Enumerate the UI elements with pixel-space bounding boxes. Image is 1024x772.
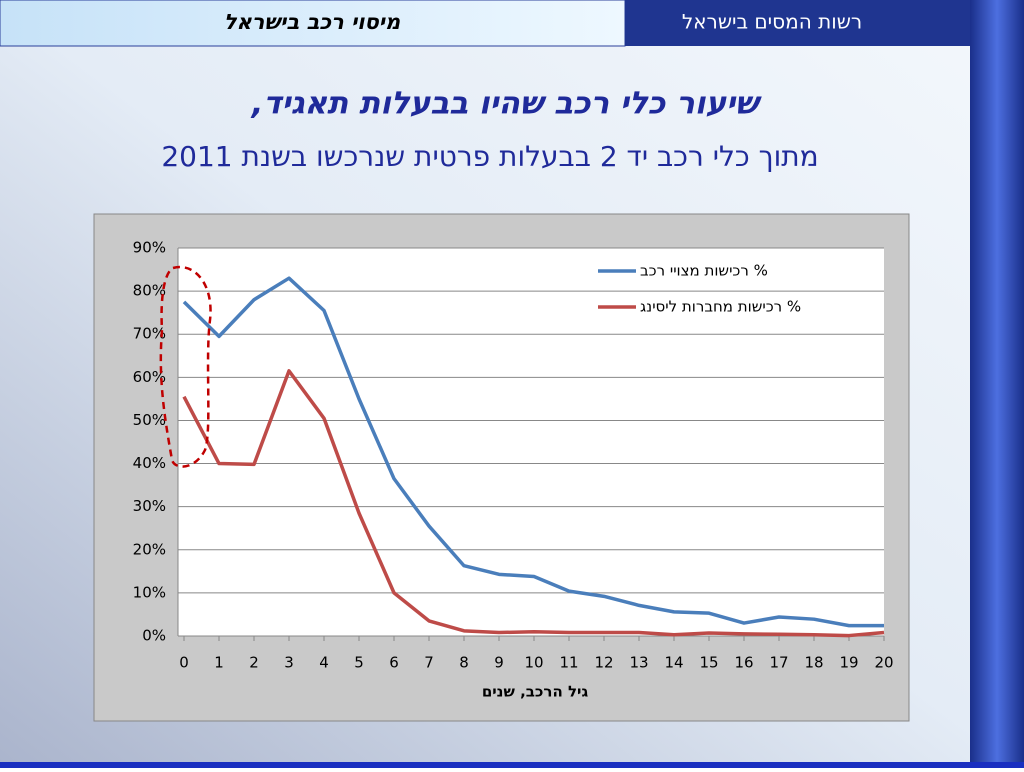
x-tick-label: 9	[494, 654, 504, 672]
plot: 0%10%20%30%40%50%60%70%80%90%0 1 2 3 4 5 6 7 8 9 1…	[133, 239, 894, 672]
highlight-ellipse	[159, 265, 212, 468]
series-line	[182, 276, 884, 628]
x-tick-label: 10	[524, 654, 543, 672]
chart-subtitle: מתוך כלי רכב יד 2 בבעלות פרטית שנרכשו בש…	[161, 140, 818, 173]
x-tick-label: 8	[459, 654, 469, 672]
x-tick-label: 3	[284, 654, 294, 672]
x-tick-label: 6	[389, 654, 399, 672]
x-tick-label: 4	[319, 654, 329, 672]
section-title: מיסוי רכב בישראל	[224, 10, 401, 34]
side-stripe	[970, 0, 1024, 768]
x-tick-label: 15	[699, 654, 718, 672]
x-tick-label: 13	[629, 654, 648, 672]
y-tick-label: 40%	[133, 454, 166, 472]
x-tick-label: 5	[354, 654, 364, 672]
y-tick-label: 30%	[133, 497, 166, 515]
x-tick-label: 20	[874, 654, 893, 672]
plot-area	[178, 248, 884, 636]
chart-title: שיעור כלי רכב שהיו בבעלות תאגיד,	[250, 86, 763, 122]
header-left	[0, 0, 626, 47]
y-tick-label: 70%	[133, 325, 166, 343]
legend-label: % רכישות מצויי רכב	[640, 262, 768, 280]
x-tick-label: 11	[559, 654, 578, 672]
y-tick-label: 80%	[133, 282, 166, 300]
series-line	[182, 369, 885, 638]
header-right	[625, 0, 970, 46]
x-tick-label: 17	[769, 654, 788, 672]
y-tick-label: 20%	[133, 540, 166, 558]
y-tick-label: 10%	[133, 583, 166, 601]
organization: רשות המסים בישראל	[682, 10, 862, 34]
y-tick-label: 90%	[133, 239, 166, 257]
legend-label: % רכישות מחברות ליסינג	[640, 298, 801, 316]
x-tick-label: 18	[804, 654, 823, 672]
x-tick-label: 19	[839, 654, 858, 672]
bottom-bar	[0, 762, 1024, 768]
x-tick-label: 14	[664, 654, 683, 672]
x-tick-label: 12	[594, 654, 613, 672]
y-tick-label: 0%	[142, 627, 166, 645]
x-tick-label: 7	[424, 654, 434, 672]
y-tick-label: 50%	[133, 411, 166, 429]
x-tick-label: 0	[179, 654, 189, 672]
x-axis-title: גיל הרכב, שנים	[482, 683, 589, 701]
x-tick-label: 16	[734, 654, 753, 672]
y-tick-label: 60%	[133, 368, 166, 386]
x-tick-label: 1	[214, 654, 224, 672]
x-tick-label: 2	[249, 654, 259, 672]
